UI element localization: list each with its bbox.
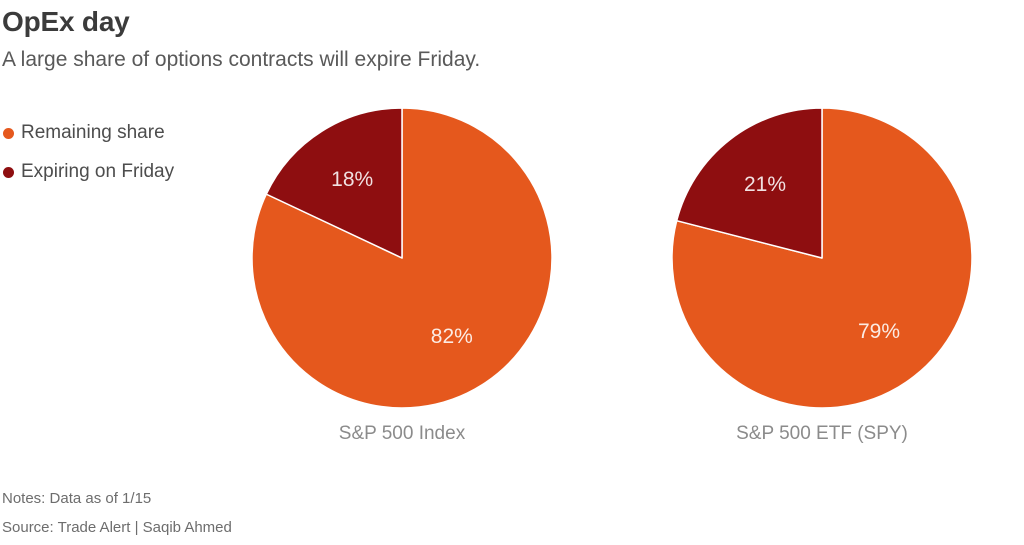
- chart-subtitle: A large share of options contracts will …: [2, 48, 481, 71]
- legend-item-remaining-share: Remaining share: [3, 121, 174, 145]
- pie-figure-sp500-index: 82% 18% S&P 500 Index: [242, 98, 562, 445]
- chart-title: OpEx day: [2, 6, 130, 37]
- pie-slice-label-expiring-on-friday: 18%: [331, 168, 373, 191]
- pie-slice-label-remaining-share: 79%: [858, 320, 900, 343]
- legend-label-expiring-on-friday: Expiring on Friday: [21, 161, 175, 182]
- chart-notes: Notes: Data as of 1/15: [2, 490, 152, 507]
- pie-figure-sp500-etf-spy: 79% 21% S&P 500 ETF (SPY): [662, 98, 982, 445]
- legend-item-expiring-on-friday: Expiring on Friday: [3, 160, 174, 184]
- pie-caption-sp500-etf-spy: S&P 500 ETF (SPY): [736, 423, 908, 444]
- legend-dot-remaining-share-icon: [3, 127, 14, 139]
- chart-legend: Remaining share Expiring on Friday: [3, 121, 174, 199]
- pie-chart-sp500-etf-spy: 79% 21%: [671, 107, 973, 409]
- pie-slice-expiring-on-friday: [265, 107, 403, 259]
- legend-dot-expiring-on-friday-icon: [3, 166, 14, 178]
- pie-slice-label-expiring-on-friday: 21%: [744, 173, 786, 196]
- pie-chart-sp500-index: 82% 18%: [251, 107, 553, 409]
- pie-caption-sp500-index: S&P 500 Index: [338, 423, 466, 444]
- pie-slice-expiring-on-friday: [675, 107, 823, 259]
- chart-source: Source: Trade Alert | Saqib Ahmed: [2, 519, 232, 536]
- pie-slice-label-remaining-share: 82%: [431, 325, 473, 348]
- legend-label-remaining-share: Remaining share: [21, 122, 165, 143]
